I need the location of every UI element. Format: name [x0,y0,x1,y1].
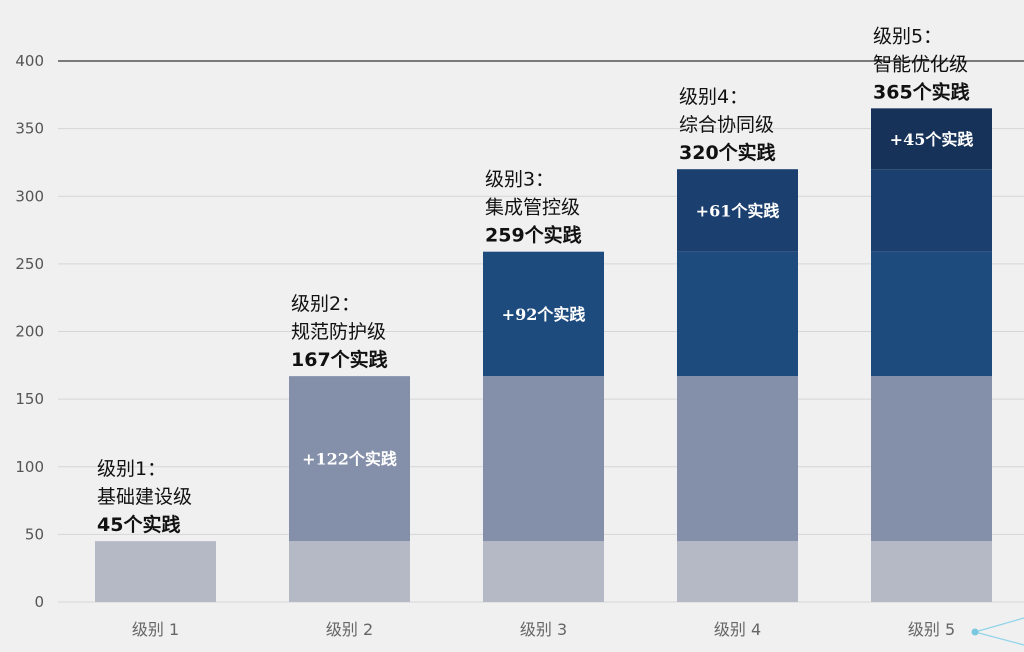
bar-segment [289,376,410,542]
bar-annotations: 级别1： 基础建设级 45个实践 级别2： 规范防护级 167个实践 级别3： 集成管控级 25… [97,25,970,536]
network-decoration [971,617,1024,646]
bar-annotation-line: 智能优化级 [873,53,968,75]
bar-annotation-line: 259个实践 [485,224,582,247]
bar-annotation-line: 级别3： [485,169,554,191]
y-tick-label: 300 [15,187,44,205]
decor-line [974,617,1024,633]
bar-annotation-line: 级别4： [679,86,748,108]
bar-annotation-line: 级别2： [291,293,360,315]
bar-segment [871,169,992,252]
y-axis: 0 50 100 150 200 250 300 350 400 [15,52,44,611]
bar-annotation-line: 级别1： [97,458,166,480]
bar-segment [677,169,798,252]
increment-label: +45个实践 [890,130,974,149]
bar-segment [677,376,798,542]
bar-annotation-line: 320个实践 [679,141,776,164]
bar-segment [483,251,604,377]
bar-segment [871,108,992,170]
x-axis: 级别 1 级别 2 级别 3 级别 4 级别 5 [132,620,955,639]
increment-label: +92个实践 [502,305,586,324]
bar-segment [95,541,216,602]
y-tick-label: 100 [15,458,44,476]
increment-label: +61个实践 [696,201,780,220]
bar-annotation-line: 167个实践 [291,348,388,371]
bars [95,108,992,602]
bar-segment [483,376,604,542]
bar-segment [871,251,992,377]
y-tick-label: 350 [15,120,44,138]
y-tick-label: 400 [15,52,44,70]
x-category-label: 级别 2 [326,620,373,639]
y-tick-label: 250 [15,255,44,273]
bar-segment [677,251,798,377]
decor-line [974,631,1024,646]
y-tick-label: 200 [15,323,44,341]
y-tick-label: 0 [34,593,44,611]
bar-annotation-line: 365个实践 [873,80,970,103]
x-category-label: 级别 3 [520,620,567,639]
increment-label: +122个实践 [302,450,397,469]
x-category-label: 级别 5 [908,620,955,639]
bar-annotation-line: 45个实践 [97,513,180,536]
bar-segment [677,541,798,602]
bar-annotation-line: 综合协同级 [679,114,774,136]
bar-annotation-line: 基础建设级 [97,486,192,508]
bar-segment [289,541,410,602]
y-tick-label: 50 [25,525,44,543]
bar-segment [871,376,992,542]
x-category-label: 级别 1 [132,620,179,639]
bar-annotation-line: 规范防护级 [291,321,386,343]
increment-labels: +122个实践 +92个实践 +61个实践 +45个实践 [302,130,973,469]
bar-segment [871,541,992,602]
bar-segment [483,541,604,602]
y-tick-label: 150 [15,390,44,408]
decor-node [971,628,979,636]
bar-annotation-line: 集成管控级 [485,197,580,219]
bar-annotation-line: 级别5： [873,25,942,47]
x-category-label: 级别 4 [714,620,761,639]
